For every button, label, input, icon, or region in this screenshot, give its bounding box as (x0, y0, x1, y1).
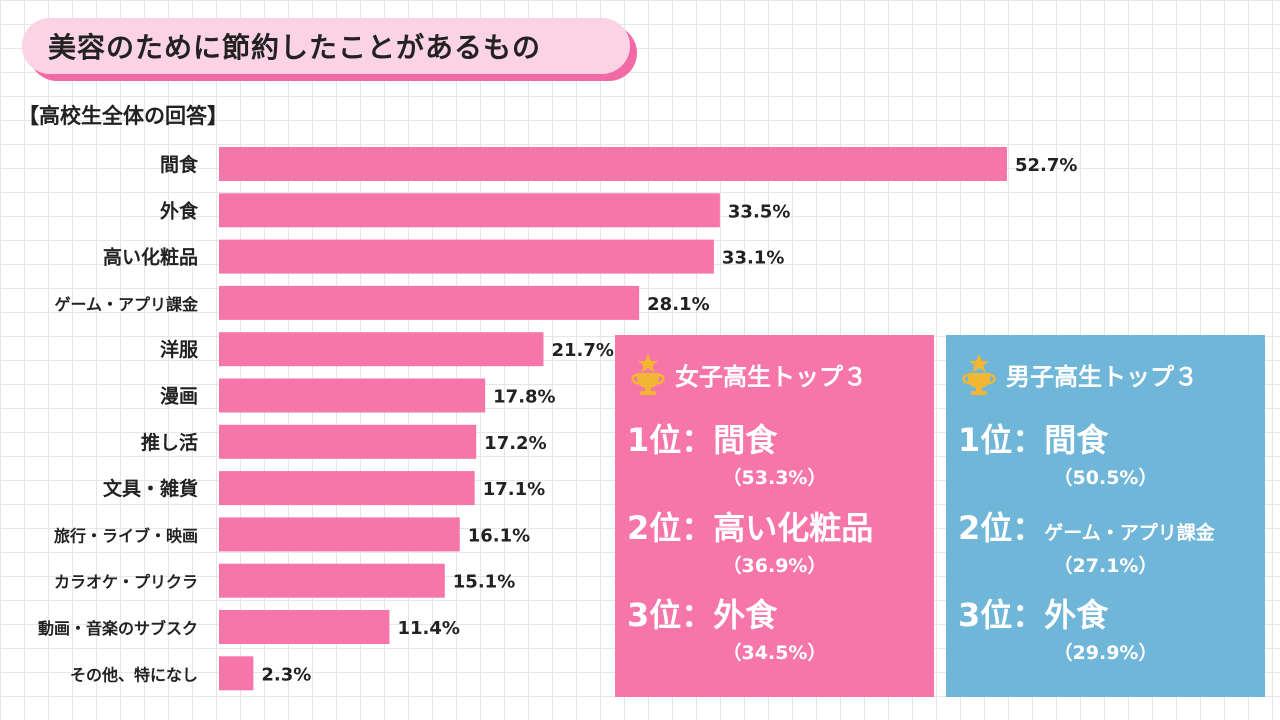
boys-rank-2: 2位：ゲーム・アプリ課金 (958, 503, 1215, 549)
category-label-1: 外食 (160, 199, 199, 222)
value-label-6: 17.2% (484, 433, 546, 454)
girls-rank-3-item: 外食 (713, 596, 778, 634)
boys-rank-3-item: 外食 (1044, 596, 1109, 634)
girls-rank-1-label: 1位： (627, 421, 714, 459)
category-label-4: 洋服 (160, 338, 199, 361)
trophy-icon (631, 354, 665, 395)
category-label-0: 間食 (160, 153, 199, 176)
value-label-4: 21.7% (551, 340, 613, 361)
boys-rank-1-label: 1位： (958, 421, 1045, 459)
boys-top3-panel: 男子高生トップ３ 1位：間食 （50.5%） 2位：ゲーム・アプリ課金 （27.… (946, 335, 1265, 697)
girls-rank-3: 3位：外食 (627, 590, 777, 636)
bar-7 (219, 471, 475, 506)
girls-panel-header: 女子高生トップ３ (629, 353, 867, 395)
girls-rank-1-pct: （53.3%） (722, 467, 827, 489)
bar-4 (219, 332, 544, 367)
girls-rank-2-pct: （36.9%） (722, 555, 827, 577)
category-label-9: カラオケ・プリクラ (54, 573, 198, 592)
girls-rank-1: 1位：間食 (627, 415, 777, 461)
girls-rank-3-label: 3位： (627, 596, 714, 634)
value-label-3: 28.1% (647, 294, 709, 315)
boys-rank-2-item: ゲーム・アプリ課金 (1044, 522, 1215, 544)
boys-rank-1-item: 間食 (1044, 421, 1109, 459)
girls-rank-1-item: 間食 (713, 421, 778, 459)
boys-rank-2-label: 2位： (958, 509, 1045, 547)
bar-2 (219, 239, 714, 274)
bar-3 (219, 285, 640, 320)
girls-panel-title: 女子高生トップ３ (675, 362, 867, 391)
bar-11 (219, 656, 254, 691)
value-label-2: 33.1% (722, 248, 784, 269)
value-label-8: 16.1% (468, 525, 530, 546)
value-label-0: 52.7% (1015, 155, 1077, 176)
girls-rank-2: 2位：高い化粧品 (627, 503, 873, 549)
boys-rank-3-label: 3位： (958, 596, 1045, 634)
girls-rank-2-item: 高い化粧品 (713, 509, 874, 547)
bar-8 (219, 517, 460, 552)
category-label-11: その他、特になし (70, 665, 198, 684)
value-label-5: 17.8% (493, 387, 555, 408)
chart-subtitle: 【高校生全体の回答】 (18, 104, 228, 128)
title-badge: 美容のために節約したことがあるもの (22, 18, 637, 81)
category-label-7: 文具・雑貨 (103, 477, 198, 500)
value-label-7: 17.1% (483, 479, 545, 500)
category-label-8: 旅行・ライブ・映画 (54, 526, 198, 545)
value-label-1: 33.5% (728, 201, 790, 222)
boys-rank-3-pct: （29.9%） (1053, 642, 1158, 664)
bar-9 (219, 563, 445, 598)
boys-panel-header: 男子高生トップ３ (960, 353, 1198, 395)
value-label-9: 15.1% (453, 572, 515, 593)
category-label-10: 動画・音楽のサブスク (38, 619, 198, 638)
trophy-icon (962, 354, 996, 395)
value-label-10: 11.4% (397, 618, 459, 639)
category-label-6: 推し活 (141, 431, 198, 454)
chart-title: 美容のために節約したことがあるもの (22, 18, 630, 74)
bar-0 (219, 147, 1007, 181)
bar-1 (219, 193, 720, 228)
boys-rank-1: 1位：間食 (958, 415, 1108, 461)
boys-rank-1-pct: （50.5%） (1053, 467, 1158, 489)
category-label-5: 漫画 (160, 386, 198, 408)
girls-rank-3-pct: （34.5%） (722, 642, 827, 664)
boys-rank-3: 3位：外食 (958, 590, 1108, 636)
girls-rank-2-label: 2位： (627, 509, 714, 547)
boys-panel-title: 男子高生トップ３ (1006, 362, 1198, 391)
category-label-2: 高い化粧品 (103, 246, 198, 269)
boys-rank-2-pct: （27.1%） (1053, 555, 1158, 577)
girls-top3-panel: 女子高生トップ３ 1位：間食 （53.3%） 2位：高い化粧品 （36.9%） … (615, 335, 934, 697)
value-label-11: 2.3% (261, 664, 311, 685)
bar-10 (219, 610, 390, 644)
category-label-3: ゲーム・アプリ課金 (54, 295, 199, 314)
bar-5 (219, 378, 486, 413)
bar-6 (219, 424, 477, 459)
